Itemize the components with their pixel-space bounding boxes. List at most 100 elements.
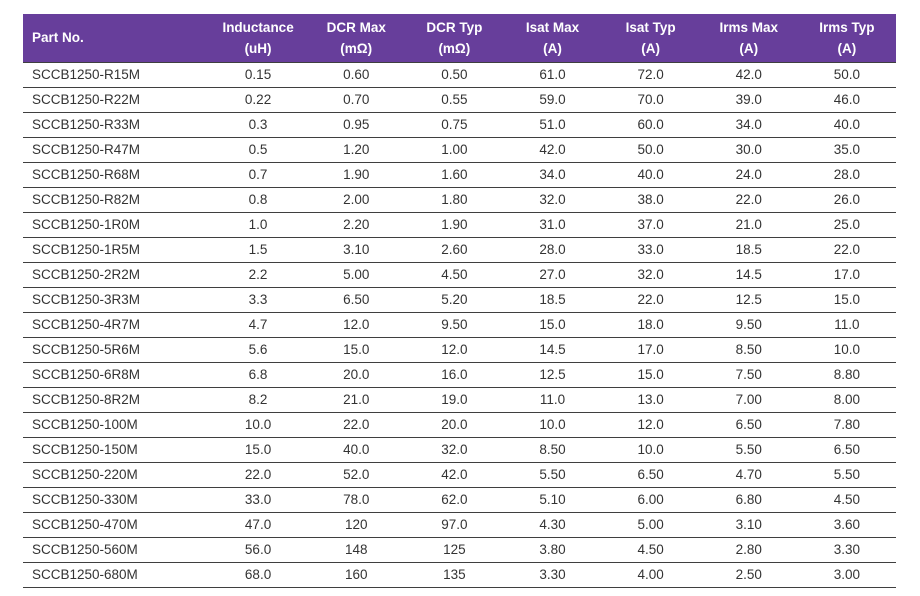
value-cell: 6.50 — [601, 462, 700, 488]
part-no-cell: SCCB1250-5R6M — [23, 337, 209, 363]
value-cell: 42.0 — [699, 61, 798, 88]
value-cell: 6.50 — [699, 412, 798, 438]
value-cell: 3.60 — [797, 512, 896, 538]
value-cell: 3.80 — [503, 537, 602, 563]
value-cell: 2.2 — [209, 262, 308, 288]
column-unit: (A) — [739, 40, 759, 56]
value-cell: 22.0 — [699, 187, 798, 213]
value-cell: 12.0 — [307, 312, 406, 338]
inductor-spec-table: Part No. Inductance (uH) DCR Max (mΩ) DCR Typ… — [23, 14, 896, 588]
column-header-irms-max: Irms Max (A) — [699, 14, 798, 62]
value-cell: 7.80 — [797, 412, 896, 438]
value-cell: 0.55 — [405, 87, 504, 113]
value-cell: 3.10 — [699, 512, 798, 538]
value-cell: 72.0 — [601, 61, 700, 88]
value-cell: 5.00 — [307, 262, 406, 288]
value-cell: 1.60 — [405, 162, 504, 188]
table-row: SCCB1250-R82M 0.8 2.00 1.80 32.0 38.0 22.0 26.0 — [23, 187, 896, 213]
value-cell: 15.0 — [503, 312, 602, 338]
value-cell: 0.22 — [209, 87, 308, 113]
value-cell: 61.0 — [503, 61, 602, 88]
value-cell: 70.0 — [601, 87, 700, 113]
value-cell: 51.0 — [503, 112, 602, 138]
value-cell: 16.0 — [405, 362, 504, 388]
value-cell: 5.50 — [699, 437, 798, 463]
value-cell: 12.0 — [601, 412, 700, 438]
value-cell: 18.5 — [699, 237, 798, 263]
value-cell: 10.0 — [503, 412, 602, 438]
value-cell: 12.0 — [405, 337, 504, 363]
value-cell: 12.5 — [503, 362, 602, 388]
table-row: SCCB1250-R15M 0.15 0.60 0.50 61.0 72.0 42.0 50.… — [23, 61, 896, 88]
part-no-cell: SCCB1250-2R2M — [23, 262, 209, 288]
value-cell: 4.50 — [601, 537, 700, 563]
value-cell: 4.50 — [797, 487, 896, 513]
spec-table-container: Part No. Inductance (uH) DCR Max (mΩ) DCR Typ… — [23, 14, 896, 588]
value-cell: 0.5 — [209, 137, 308, 163]
value-cell: 125 — [405, 537, 504, 563]
value-cell: 22.0 — [307, 412, 406, 438]
value-cell: 35.0 — [797, 137, 896, 163]
value-cell: 1.90 — [405, 212, 504, 238]
value-cell: 8.50 — [503, 437, 602, 463]
column-header-isat-max: Isat Max (A) — [503, 14, 602, 62]
table-row: SCCB1250-R22M 0.22 0.70 0.55 59.0 70.0 39.0 46.… — [23, 87, 896, 113]
column-label: Isat Max — [525, 19, 580, 35]
value-cell: 4.70 — [699, 462, 798, 488]
value-cell: 18.5 — [503, 287, 602, 313]
value-cell: 4.00 — [601, 562, 700, 588]
value-cell: 3.30 — [503, 562, 602, 588]
table-row: SCCB1250-680M 68.0 160 135 3.30 4.00 2.50 3.00 — [23, 562, 896, 588]
value-cell: 9.50 — [405, 312, 504, 338]
table-row: SCCB1250-R33M 0.3 0.95 0.75 51.0 60.0 34.0 40.0 — [23, 112, 896, 138]
value-cell: 12.5 — [699, 287, 798, 313]
value-cell: 25.0 — [797, 212, 896, 238]
value-cell: 3.30 — [797, 537, 896, 563]
value-cell: 34.0 — [699, 112, 798, 138]
column-header-dcr-max: DCR Max (mΩ) — [307, 14, 406, 62]
part-no-cell: SCCB1250-680M — [23, 562, 209, 588]
value-cell: 5.10 — [503, 487, 602, 513]
part-no-cell: SCCB1250-8R2M — [23, 387, 209, 413]
column-header-dcr-typ: DCR Typ (mΩ) — [405, 14, 504, 62]
table-row: SCCB1250-5R6M 5.6 15.0 12.0 14.5 17.0 8.50 10.0 — [23, 337, 896, 363]
value-cell: 50.0 — [601, 137, 700, 163]
value-cell: 46.0 — [797, 87, 896, 113]
part-no-cell: SCCB1250-470M — [23, 512, 209, 538]
part-no-cell: SCCB1250-220M — [23, 462, 209, 488]
value-cell: 14.5 — [503, 337, 602, 363]
value-cell: 2.00 — [307, 187, 406, 213]
table-row: SCCB1250-560M 56.0 148 125 3.80 4.50 2.80 3.30 — [23, 537, 896, 563]
part-no-cell: SCCB1250-R68M — [23, 162, 209, 188]
value-cell: 78.0 — [307, 487, 406, 513]
value-cell: 42.0 — [503, 137, 602, 163]
value-cell: 4.30 — [503, 512, 602, 538]
value-cell: 1.5 — [209, 237, 308, 263]
value-cell: 17.0 — [601, 337, 700, 363]
table-header: Part No. Inductance (uH) DCR Max (mΩ) DCR Typ… — [23, 14, 896, 62]
column-header-part-no: Part No. — [23, 14, 209, 62]
value-cell: 7.50 — [699, 362, 798, 388]
part-no-cell: SCCB1250-R47M — [23, 137, 209, 163]
value-cell: 5.50 — [503, 462, 602, 488]
value-cell: 148 — [307, 537, 406, 563]
value-cell: 0.8 — [209, 187, 308, 213]
value-cell: 15.0 — [209, 437, 308, 463]
value-cell: 11.0 — [503, 387, 602, 413]
value-cell: 38.0 — [601, 187, 700, 213]
value-cell: 7.00 — [699, 387, 798, 413]
value-cell: 9.50 — [699, 312, 798, 338]
value-cell: 0.60 — [307, 61, 406, 88]
value-cell: 68.0 — [209, 562, 308, 588]
column-unit: (A) — [543, 40, 562, 56]
value-cell: 2.60 — [405, 237, 504, 263]
part-no-cell: SCCB1250-R15M — [23, 61, 209, 88]
value-cell: 3.3 — [209, 287, 308, 313]
value-cell: 59.0 — [503, 87, 602, 113]
column-label: DCR Max — [326, 19, 386, 35]
column-label: Inductance — [222, 19, 294, 35]
value-cell: 5.50 — [797, 462, 896, 488]
value-cell: 17.0 — [797, 262, 896, 288]
value-cell: 6.8 — [209, 362, 308, 388]
part-no-cell: SCCB1250-R22M — [23, 87, 209, 113]
